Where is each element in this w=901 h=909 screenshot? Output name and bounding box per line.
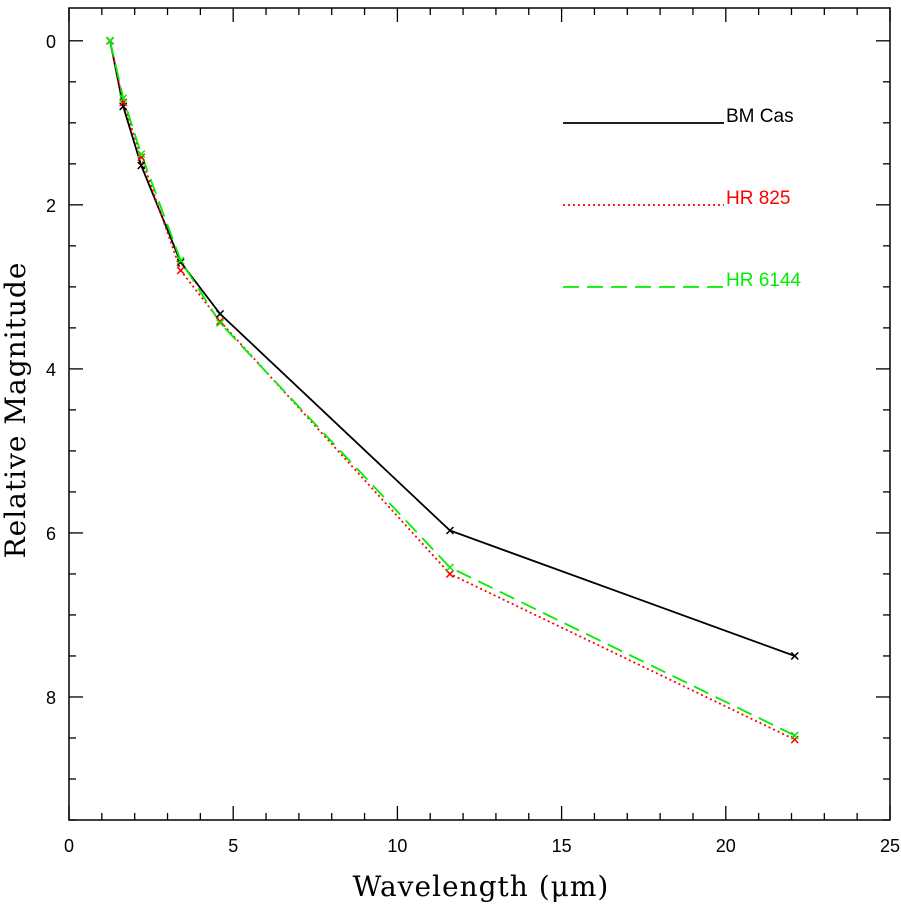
data-point <box>106 36 115 45</box>
data-point <box>176 266 185 275</box>
data-point <box>790 731 799 740</box>
x-tick-label: 15 <box>552 836 572 856</box>
legend: BM Cas HR 825 HR 6144 <box>563 106 801 291</box>
x-tick-label: 0 <box>64 836 74 856</box>
series-line-hr-825 <box>109 40 796 741</box>
x-tick-label: 20 <box>716 836 736 856</box>
x-tick-label: 10 <box>387 836 407 856</box>
plot-frame <box>68 7 891 821</box>
y-tick-label: 0 <box>46 32 56 52</box>
y-axis-title: Relative Magnitude <box>0 262 32 559</box>
data-point <box>137 161 146 170</box>
x-tick-label: 25 <box>880 836 900 856</box>
data-point <box>119 94 128 103</box>
y-tick-label: 8 <box>46 688 56 708</box>
data-point <box>790 651 799 660</box>
data-point <box>176 258 185 267</box>
data-point <box>216 317 225 326</box>
series-line-hr-6144 <box>109 40 796 737</box>
y-tick-label: 6 <box>46 524 56 544</box>
legend-label: HR 825 <box>726 188 790 209</box>
x-tick-label: 5 <box>228 836 238 856</box>
data-point <box>176 256 185 265</box>
x-axis-title: Wavelength (μm) <box>353 870 610 903</box>
data-point <box>216 318 225 327</box>
data-point <box>445 569 454 578</box>
data-point <box>216 309 225 318</box>
data-point <box>445 526 454 535</box>
y-tick-label: 2 <box>46 196 56 216</box>
legend-label: BM Cas <box>726 106 794 127</box>
legend-label: HR 6144 <box>726 270 801 291</box>
data-point <box>137 149 146 159</box>
series-line-bm-cas <box>109 40 796 657</box>
data-point <box>137 153 146 162</box>
y-tick-label: 4 <box>46 360 56 380</box>
data-markers <box>106 36 799 744</box>
data-point <box>445 563 454 572</box>
tick-labels: 0 5 10 15 20 25 0 2 4 6 8 <box>46 32 900 856</box>
series-lines <box>109 40 796 741</box>
tick-marks <box>68 8 891 821</box>
